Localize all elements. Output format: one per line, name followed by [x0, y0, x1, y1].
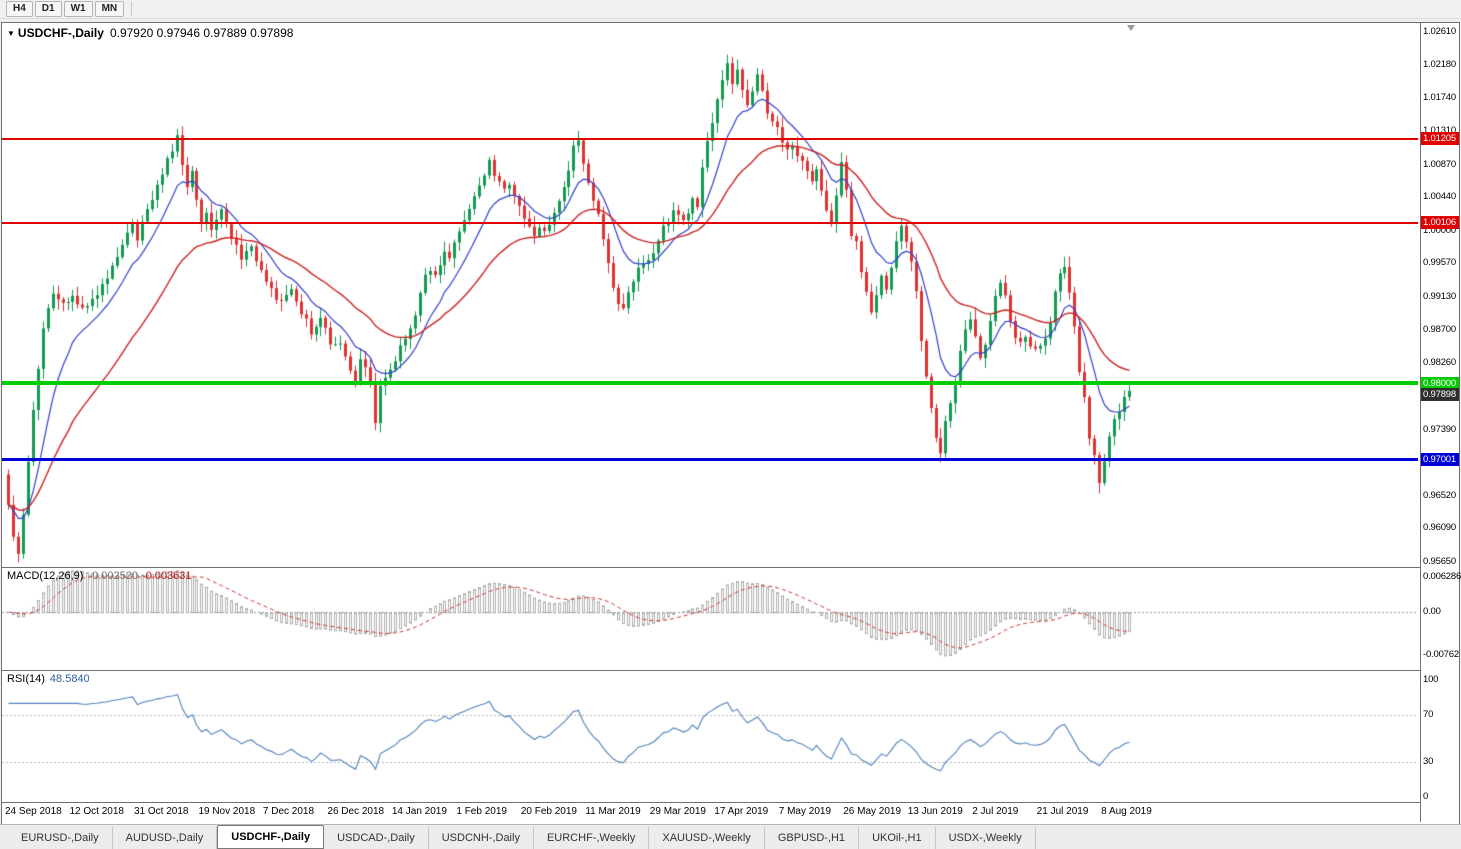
timeframe-button-w1[interactable]: W1 [63, 1, 93, 17]
time-axis[interactable]: 24 Sep 2018 12 Oct 2018 31 Oct 2018 19 Nov … [2, 803, 1418, 822]
macd-canvas[interactable] [2, 568, 1418, 670]
date-label: 12 Oct 2018 [69, 806, 124, 817]
price-tag-0-98000: 0.98000 [1421, 376, 1459, 390]
macd-indicator-label: MACD(12,26,9) -0.002520 -0.003631 [7, 570, 192, 582]
horizontal-line-0-97001[interactable] [2, 457, 1418, 461]
tab-audusd-daily[interactable]: AUDUSD-,Daily [113, 827, 218, 849]
date-label: 31 Oct 2018 [133, 806, 189, 817]
chart-window: ▼ USDCHF-,Daily 0.97920 0.97946 0.97889 0.… [1, 22, 1461, 825]
time-axis-separator [2, 802, 1459, 803]
tab-usdchf-daily[interactable]: USDCHF-,Daily [217, 825, 325, 849]
price-scale-label: 1.01740 [1423, 92, 1456, 104]
rsi-canvas[interactable] [2, 671, 1418, 802]
date-label: 24 Sep 2018 [5, 806, 62, 817]
symbol-dropdown-icon[interactable]: ▼ [7, 29, 15, 38]
date-label: 17 Apr 2019 [714, 806, 769, 817]
horizontal-line-1-01205[interactable] [2, 137, 1418, 140]
date-label: 19 Nov 2018 [198, 806, 256, 817]
price-tag-0-97001: 0.97001 [1421, 452, 1459, 466]
date-label: 26 Dec 2018 [327, 806, 385, 817]
date-label: 8 Aug 2019 [1101, 806, 1152, 817]
macd-pane-separator [2, 567, 1459, 568]
candlestick-canvas[interactable] [2, 23, 1418, 567]
tab-usdcnh-daily[interactable]: USDCNH-,Daily [429, 827, 534, 849]
price-scale-label: 0.99570 [1423, 257, 1456, 269]
tab-eurchf-weekly[interactable]: EURCHF-,Weekly [534, 827, 650, 849]
chart-symbol-label: USDCHF-,Daily [17, 26, 104, 40]
timeframe-toolbar: H4 D1 W1 MN [0, 0, 1461, 19]
date-label: 11 Mar 2019 [585, 806, 641, 817]
tab-gbpusd-h1[interactable]: GBPUSD-,H1 [765, 827, 860, 849]
macd-scale-label: -0.00762 [1423, 649, 1459, 660]
horizontal-line-1-00106[interactable] [2, 221, 1418, 224]
tab-usdcad-daily[interactable]: USDCAD-,Daily [324, 827, 429, 849]
rsi-scale-label: 30 [1423, 755, 1434, 767]
rsi-scale-label: 70 [1423, 709, 1434, 721]
date-label: 7 Dec 2018 [262, 806, 315, 817]
macd-main-value: -0.002520 [88, 570, 138, 582]
tab-eurusd-daily[interactable]: EURUSD-,Daily [8, 827, 113, 849]
macd-name: MACD(12,26,9) [7, 570, 84, 582]
date-label: 21 Jul 2019 [1036, 806, 1089, 817]
date-label: 29 Mar 2019 [649, 806, 706, 817]
price-tag-1-01205: 1.01205 [1421, 132, 1459, 146]
date-label: 14 Jan 2019 [391, 806, 447, 817]
macd-scale-label: 0.006286 [1423, 571, 1461, 582]
rsi-scale-label: 0 [1423, 791, 1429, 802]
timeframe-button-d1[interactable]: D1 [34, 1, 62, 17]
price-scale-label: 1.01310 [1423, 124, 1456, 136]
macd-signal-value: -0.003631 [141, 570, 192, 582]
chart-title: ▼ USDCHF-,Daily 0.97920 0.97946 0.97889 0.… [7, 26, 293, 40]
date-label: 1 Feb 2019 [456, 806, 507, 817]
price-tag-1-00106: 1.00106 [1421, 216, 1459, 230]
tab-ukoil-h1[interactable]: UKOil-,H1 [859, 827, 936, 849]
price-scale-label: 1.02180 [1423, 58, 1456, 70]
date-label: 13 Jun 2019 [907, 806, 963, 817]
rsi-pane-separator [2, 670, 1459, 671]
price-scale-label: 0.97390 [1423, 423, 1456, 435]
price-scale-label: 0.99130 [1423, 291, 1456, 302]
price-scale-label: 0.96090 [1423, 522, 1456, 534]
price-scale[interactable]: 1.02610 1.02180 1.01740 1.01310 1.00870 1.004… [1420, 23, 1461, 822]
chart-shift-marker[interactable] [1127, 25, 1135, 31]
price-scale-label: 0.95650 [1423, 556, 1456, 567]
rsi-name: RSI(14) [7, 673, 45, 685]
main-chart-pane [2, 23, 1418, 567]
price-scale-label: 1.00440 [1423, 191, 1456, 203]
date-label: 7 May 2019 [778, 806, 832, 817]
price-scale-label: 0.96520 [1423, 489, 1456, 501]
rsi-value: 48.5840 [49, 673, 90, 685]
price-scale-label: 1.00870 [1423, 158, 1456, 170]
price-scale-label: 0.98700 [1423, 323, 1456, 335]
timeframe-button-mn[interactable]: MN [94, 1, 125, 17]
horizontal-line-0-98000[interactable] [2, 381, 1418, 386]
price-scale-label: 0.98260 [1423, 357, 1456, 369]
tab-xauusd-weekly[interactable]: XAUUSD-,Weekly [649, 827, 765, 849]
date-label: 20 Feb 2019 [520, 806, 577, 817]
rsi-scale-label: 100 [1423, 674, 1439, 685]
timeframe-button-h4[interactable]: H4 [6, 1, 33, 17]
tab-usdx-weekly[interactable]: USDX-,Weekly [936, 827, 1036, 849]
price-scale-label: 1.02610 [1423, 26, 1456, 37]
chart-ohlc-quote: 0.97920 0.97946 0.97889 0.97898 [109, 26, 294, 40]
rsi-indicator-label: RSI(14) 48.5840 [7, 673, 90, 685]
toolbar-separator [131, 2, 133, 16]
macd-scale-label: 0.00 [1423, 606, 1441, 618]
price-scale-label: 1.00000 [1423, 224, 1456, 236]
date-label: 2 Jul 2019 [972, 806, 1019, 817]
date-label: 26 May 2019 [843, 806, 902, 817]
chart-tabs: EURUSD-,Daily AUDUSD-,Daily USDCHF-,Daily U… [0, 824, 1461, 849]
current-price-tag: 0.97898 [1421, 388, 1459, 402]
